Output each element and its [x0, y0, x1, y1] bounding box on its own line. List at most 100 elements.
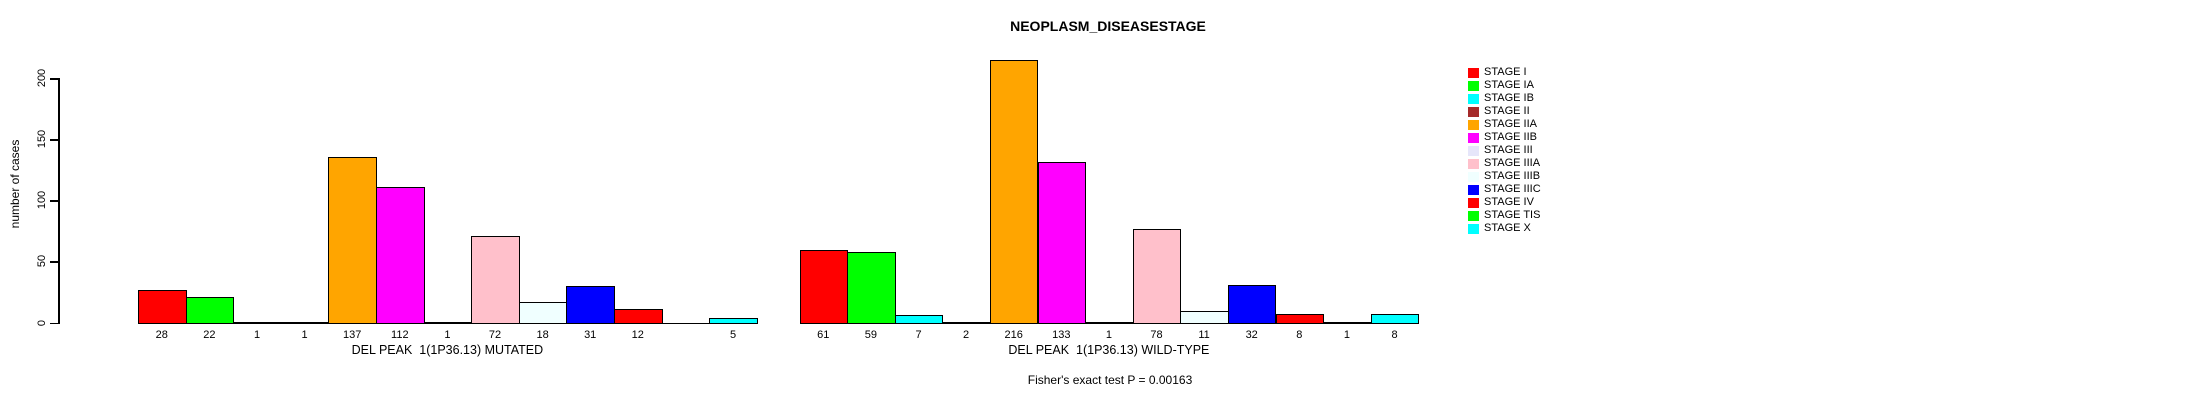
y-tick-label: 100	[36, 191, 48, 210]
y-tick	[50, 200, 58, 202]
bar	[566, 286, 615, 324]
bar-value-label: 133	[1052, 329, 1071, 341]
legend-label: STAGE IB	[1484, 92, 1534, 104]
legend-swatch	[1468, 106, 1479, 117]
bar	[1275, 314, 1325, 324]
legend-label: STAGE IIB	[1484, 131, 1537, 143]
legend-item: STAGE III	[1468, 144, 1541, 157]
legend-item: STAGE X	[1468, 222, 1541, 235]
legend-label: STAGE IIA	[1484, 118, 1537, 130]
bar-value-label: 1	[253, 329, 261, 341]
legend-label: STAGE III	[1484, 144, 1533, 156]
legend-swatch	[1468, 132, 1479, 143]
bar-value-label: 8	[1391, 329, 1398, 341]
bar-value-label: 31	[584, 329, 597, 341]
bar-value-label: 5	[729, 329, 737, 341]
legend-item: STAGE IA	[1468, 79, 1541, 92]
y-axis-label: number of cases	[8, 139, 22, 229]
bar	[1037, 161, 1087, 324]
legend-swatch	[1468, 210, 1479, 221]
bar	[280, 322, 330, 324]
bar	[847, 251, 896, 324]
bar	[614, 309, 663, 324]
legend-swatch	[1468, 223, 1479, 234]
bar	[233, 322, 282, 324]
bar-value-label: 78	[1150, 329, 1163, 341]
annotation-text: Fisher's exact test P = 0.00163	[1027, 373, 1193, 387]
x-axis-group-label: DEL PEAK 1(1P36.13) MUTATED	[351, 343, 544, 357]
bar-value-label: 28	[155, 329, 168, 341]
legend-swatch	[1468, 80, 1479, 91]
legend-swatch	[1468, 197, 1479, 208]
bar	[942, 321, 991, 324]
legend-swatch	[1468, 93, 1479, 104]
legend-item: STAGE TIS	[1468, 209, 1541, 222]
legend-item: STAGE II	[1468, 105, 1541, 118]
y-axis-line	[58, 78, 60, 324]
legend-label: STAGE TIS	[1484, 209, 1541, 221]
bar	[328, 156, 377, 324]
legend: STAGE I STAGE IA STAGE IB STAGE II STAGE IIA…	[1468, 66, 1541, 235]
legend-swatch	[1468, 67, 1479, 78]
y-tick-label: 50	[36, 255, 48, 268]
bar-value-label: 1	[1105, 329, 1112, 341]
bar	[1323, 322, 1372, 324]
legend-item: STAGE IIA	[1468, 118, 1541, 131]
bar-value-label: 216	[1004, 329, 1023, 341]
bar-value-label: 11	[1198, 329, 1210, 341]
y-tick	[50, 322, 58, 324]
legend-item: STAGE IIB	[1468, 131, 1541, 144]
legend-label: STAGE IIIA	[1484, 157, 1541, 169]
bar	[423, 322, 473, 324]
bar-value-label: 61	[817, 329, 830, 341]
legend-label: STAGE IIIC	[1484, 183, 1541, 195]
legend-item: STAGE IIIC	[1468, 183, 1541, 196]
y-tick-label: 200	[36, 69, 48, 88]
bar	[1180, 310, 1229, 324]
legend-item: STAGE IB	[1468, 92, 1541, 105]
y-tick	[50, 139, 58, 141]
legend-swatch	[1468, 119, 1479, 130]
legend-label: STAGE I	[1484, 66, 1527, 78]
bar	[376, 187, 425, 324]
legend-swatch	[1468, 145, 1479, 156]
bar	[799, 249, 849, 324]
bar-value-label: 32	[1245, 329, 1258, 341]
bar	[989, 60, 1039, 324]
legend-label: STAGE IIIB	[1484, 170, 1541, 182]
bar	[1085, 322, 1134, 324]
bar-value-label: 7	[915, 329, 922, 341]
bar-value-label: 2	[963, 329, 970, 341]
bar	[709, 317, 758, 324]
legend-label: STAGE IV	[1484, 196, 1534, 208]
bar	[1132, 228, 1182, 324]
x-axis-group-label: DEL PEAK 1(1P36.13) WILD-TYPE	[1008, 343, 1210, 357]
bar-value-label: 1	[301, 329, 308, 341]
bar-value-label: 59	[864, 329, 878, 341]
bar-value-label: 137	[343, 329, 362, 341]
bar-value-label: 12	[631, 329, 644, 341]
legend-label: STAGE II	[1484, 105, 1530, 117]
bar-value-label: 18	[536, 329, 549, 341]
y-tick-label: 150	[36, 130, 48, 149]
legend-swatch	[1468, 184, 1479, 195]
bar-value-label: 112	[391, 329, 409, 341]
legend-item: STAGE IV	[1468, 196, 1541, 209]
bar-value-label: 8	[1296, 329, 1303, 341]
bar	[1370, 314, 1420, 324]
y-tick-label: 0	[36, 319, 48, 326]
bar-value-label: 72	[488, 329, 502, 341]
bar-value-label: 1	[444, 329, 451, 341]
legend-item: STAGE I	[1468, 66, 1541, 79]
y-tick	[50, 261, 58, 263]
y-tick	[50, 78, 58, 80]
legend-label: STAGE IA	[1484, 79, 1534, 91]
bar-value-label: 1	[1343, 329, 1350, 341]
bar	[1227, 284, 1277, 324]
legend-swatch	[1468, 158, 1479, 169]
bar	[185, 297, 235, 324]
bar	[471, 236, 520, 324]
chart-title: NEOPLASM_DISEASESTAGE	[1010, 18, 1206, 34]
legend-item: STAGE IIIA	[1468, 157, 1541, 170]
